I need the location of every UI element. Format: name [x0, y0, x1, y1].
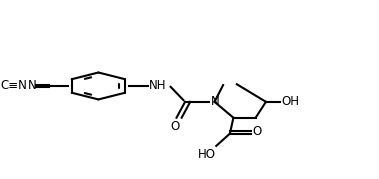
- Text: N: N: [28, 79, 37, 93]
- Text: C≡N: C≡N: [0, 79, 27, 93]
- Text: O: O: [170, 120, 179, 133]
- Text: HO: HO: [197, 148, 216, 161]
- Text: N: N: [211, 95, 219, 108]
- Text: O: O: [252, 125, 261, 138]
- Text: OH: OH: [281, 95, 299, 108]
- Text: NH: NH: [149, 79, 166, 93]
